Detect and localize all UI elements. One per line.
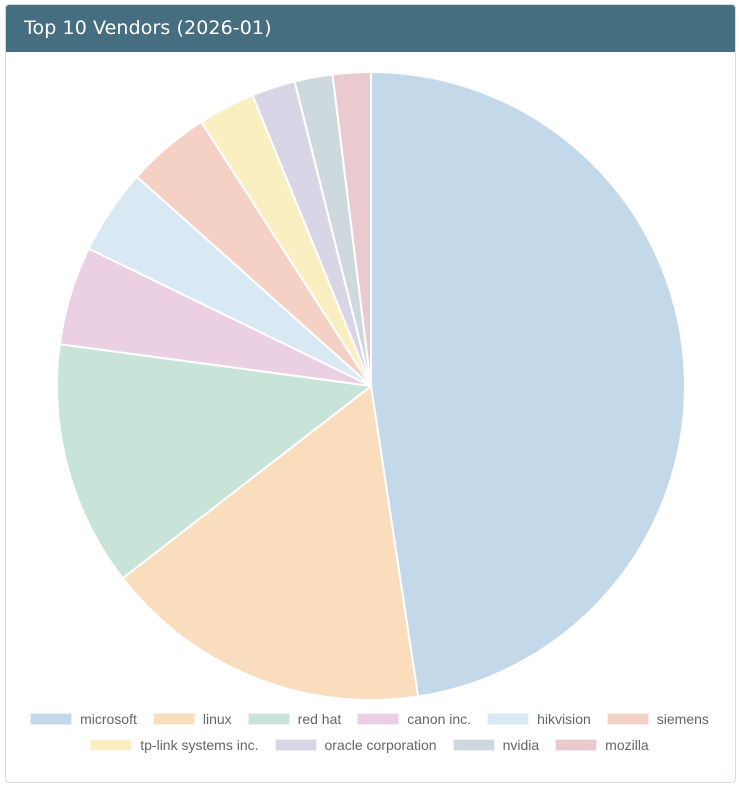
legend-item-oracle-corporation[interactable]: oracle corporation	[274, 737, 437, 753]
pie-slice-red-hat[interactable]	[56, 343, 374, 580]
legend-label: tp-link systems inc.	[140, 737, 259, 753]
legend-swatch	[357, 713, 400, 725]
legend-label: red hat	[297, 711, 342, 727]
legend-item-nvidia[interactable]: nvidia	[452, 737, 540, 753]
legend-label: canon inc.	[407, 711, 472, 727]
legend-swatch	[555, 739, 598, 751]
legend-swatch	[452, 739, 495, 751]
legend-item-hikvision[interactable]: hikvision	[487, 711, 591, 727]
legend-label: mozilla	[605, 737, 649, 753]
card-title: Top 10 Vendors (2026-01)	[6, 5, 735, 52]
legend-label: nvidia	[502, 737, 540, 753]
pie-slice-microsoft[interactable]	[370, 70, 686, 698]
legend-label: oracle corporation	[324, 737, 437, 753]
legend-label: microsoft	[80, 711, 137, 727]
legend-item-tp-link-systems-inc[interactable]: tp-link systems inc.	[90, 737, 259, 753]
legend-label: siemens	[656, 711, 709, 727]
legend-swatch	[274, 739, 317, 751]
legend-item-linux[interactable]: linux	[152, 711, 232, 727]
pie-slice-mozilla[interactable]	[331, 70, 372, 387]
legend-swatch	[247, 713, 290, 725]
legend-swatch	[90, 739, 133, 751]
legend-item-siemens[interactable]: siemens	[606, 711, 709, 727]
legend-swatch	[30, 713, 73, 725]
legend-item-microsoft[interactable]: microsoft	[30, 711, 137, 727]
legend-row-1: microsoft linux red hat canon inc. hikvision…	[0, 711, 739, 727]
legend-item-red-hat[interactable]: red hat	[247, 711, 342, 727]
legend-swatch	[152, 713, 195, 725]
legend-item-canon-inc[interactable]: canon inc.	[357, 711, 471, 727]
legend-swatch	[487, 713, 530, 725]
legend-swatch	[606, 713, 649, 725]
legend-label: linux	[202, 711, 232, 727]
legend-item-mozilla[interactable]: mozilla	[555, 737, 649, 753]
pie-slice-linux[interactable]	[121, 384, 420, 701]
legend-row-2: tp-link systems inc. oracle corporation nv…	[0, 737, 739, 753]
legend-label: hikvision	[537, 711, 591, 727]
